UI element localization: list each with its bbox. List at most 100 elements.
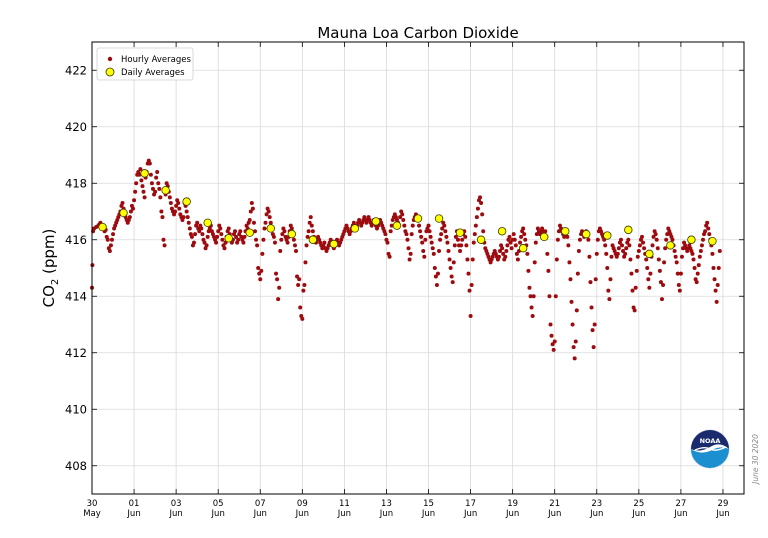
hourly-point xyxy=(467,288,472,293)
hourly-point xyxy=(400,212,405,217)
hourly-point xyxy=(285,240,290,245)
hourly-point xyxy=(405,237,410,242)
hourly-point xyxy=(107,249,112,254)
daily-point xyxy=(224,234,233,243)
hourly-point xyxy=(642,246,647,251)
hourly-point xyxy=(707,232,712,237)
hourly-point xyxy=(681,246,686,251)
hourly-point xyxy=(294,249,299,254)
hourly-point xyxy=(137,172,142,177)
hourly-point xyxy=(480,212,485,217)
hourly-point xyxy=(450,280,455,285)
hourly-point xyxy=(620,243,625,248)
hourly-point xyxy=(447,257,452,262)
hourly-point xyxy=(670,237,675,242)
hourly-point xyxy=(277,285,282,290)
legend-hourly-label: Hourly Averages xyxy=(121,55,191,65)
y-tick-label: 420 xyxy=(65,120,87,134)
hourly-point xyxy=(630,288,635,293)
hourly-point xyxy=(531,294,536,299)
hourly-point xyxy=(302,282,307,287)
daily-point xyxy=(666,241,675,250)
hourly-point xyxy=(621,249,626,254)
legend: Hourly Averages Daily Averages xyxy=(96,47,194,81)
x-tick-label-day: 25 xyxy=(633,499,644,509)
hourly-point xyxy=(500,246,505,251)
daily-point xyxy=(161,186,170,195)
hourly-point xyxy=(161,237,166,242)
hourly-point xyxy=(555,237,560,242)
hourly-point xyxy=(634,268,639,273)
hourly-point xyxy=(292,243,297,248)
hourly-point xyxy=(421,249,426,254)
hourly-point xyxy=(153,189,158,194)
axis-ticks: 40841041241441641842042230May01Jun03Jun0… xyxy=(65,42,744,519)
noaa-logo-top xyxy=(691,430,729,451)
hourly-point xyxy=(588,280,593,285)
hourly-point xyxy=(705,220,710,225)
hourly-point xyxy=(507,234,512,239)
hourly-point xyxy=(575,271,580,276)
hourly-point xyxy=(105,237,110,242)
hourly-point xyxy=(409,232,414,237)
hourly-point xyxy=(254,237,259,242)
hourly-point xyxy=(571,345,576,350)
hourly-point xyxy=(139,178,144,183)
hourly-point xyxy=(420,240,425,245)
hourly-point xyxy=(553,294,558,299)
x-tick-label-day: 05 xyxy=(213,499,224,509)
x-tick-label-month: Jun xyxy=(253,509,267,519)
daily-point xyxy=(266,224,275,233)
legend-hourly-marker xyxy=(107,56,113,62)
hourly-point xyxy=(147,161,152,166)
hourly-point xyxy=(219,232,224,237)
hourly-point xyxy=(150,186,155,191)
hourly-point xyxy=(309,223,314,228)
hourly-point xyxy=(481,229,486,234)
hourly-point xyxy=(438,237,443,242)
x-tick-label-month: Jun xyxy=(211,509,225,519)
chart-title: Mauna Loa Carbon Dioxide xyxy=(317,24,518,42)
noaa-logo-bottom xyxy=(691,447,729,468)
hourly-point xyxy=(605,266,610,270)
hourly-point xyxy=(478,195,483,200)
hourly-point xyxy=(218,226,223,231)
daily-point xyxy=(582,229,591,239)
y-tick-label: 414 xyxy=(65,289,87,303)
hourly-point xyxy=(432,266,437,270)
y-axis-label: CO2 (ppm) xyxy=(40,229,61,308)
hourly-point xyxy=(248,209,253,214)
hourly-point xyxy=(233,229,238,234)
hourly-point xyxy=(202,240,207,245)
hourly-point xyxy=(570,322,575,327)
hourly-point xyxy=(465,257,470,262)
hourly-point xyxy=(691,257,696,262)
hourly-point xyxy=(159,209,164,214)
hourly-point xyxy=(418,229,423,234)
hourly-point xyxy=(636,249,641,254)
hourly-point xyxy=(586,237,591,242)
hourly-point xyxy=(464,243,469,248)
daily-point xyxy=(245,228,254,237)
hourly-point xyxy=(715,282,720,287)
hourly-point xyxy=(303,260,308,265)
y-tick-label: 422 xyxy=(65,63,87,77)
hourly-point xyxy=(664,237,669,242)
hourly-point xyxy=(589,305,594,310)
hourly-point xyxy=(437,249,442,254)
y-tick-label: 416 xyxy=(65,233,87,247)
hourly-point xyxy=(595,237,600,242)
hourly-point xyxy=(633,285,638,290)
hourly-point xyxy=(569,299,574,304)
hourly-point xyxy=(641,240,646,245)
y-axis-label-main: CO xyxy=(40,285,58,307)
hourly-point xyxy=(644,257,649,262)
hourly-point xyxy=(712,277,717,282)
hourly-point xyxy=(717,249,722,254)
hourly-point xyxy=(187,226,192,231)
hourly-point xyxy=(463,234,468,239)
hourly-point xyxy=(236,237,241,242)
hourly-point xyxy=(108,243,113,248)
hourly-point xyxy=(262,226,267,231)
hourly-point xyxy=(306,229,311,234)
